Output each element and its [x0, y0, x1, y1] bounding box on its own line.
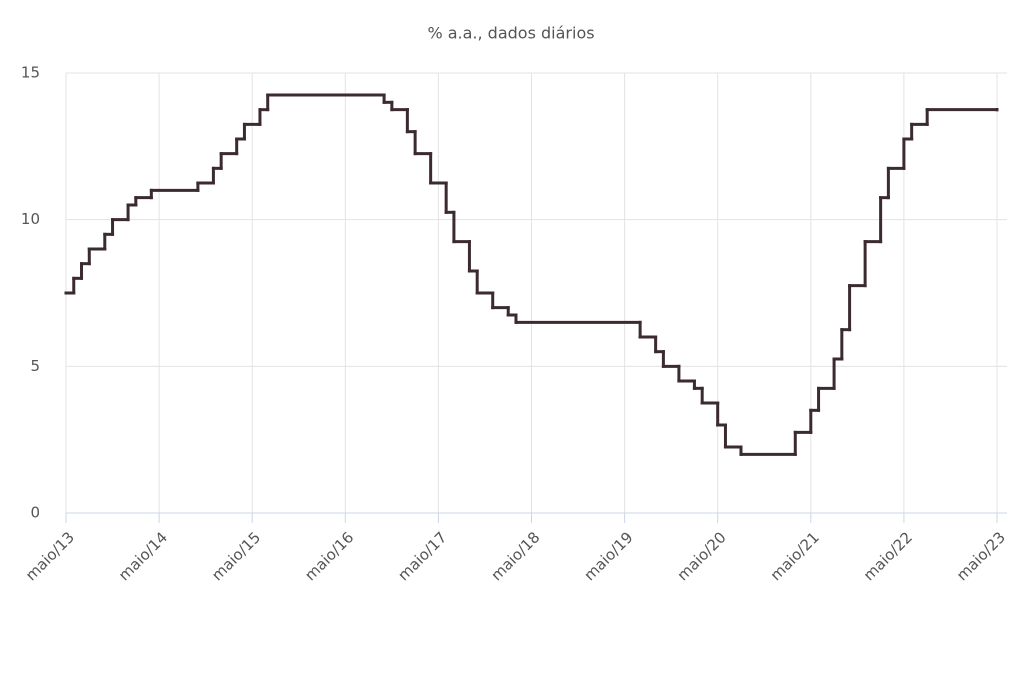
- y-tick-label: 15: [21, 64, 40, 82]
- x-tick-label: maio/13: [22, 528, 78, 584]
- y-tick-label: 5: [30, 357, 40, 375]
- x-tick-label: maio/21: [767, 528, 823, 584]
- x-tick-label: maio/19: [581, 528, 637, 584]
- x-tick-label: maio/16: [301, 528, 357, 584]
- x-tick-label: maio/22: [860, 528, 916, 584]
- x-tick-label: maio/15: [208, 528, 264, 584]
- x-tick-label: maio/20: [674, 528, 730, 584]
- y-tick-label: 0: [30, 504, 40, 522]
- x-tick-label: maio/18: [487, 528, 543, 584]
- x-tick-label: maio/14: [115, 528, 171, 584]
- y-tick-label: 10: [21, 210, 40, 228]
- x-tick-label: maio/23: [953, 528, 1009, 584]
- x-tick-label: maio/17: [394, 528, 450, 584]
- chart-title: % a.a., dados diários: [427, 24, 594, 43]
